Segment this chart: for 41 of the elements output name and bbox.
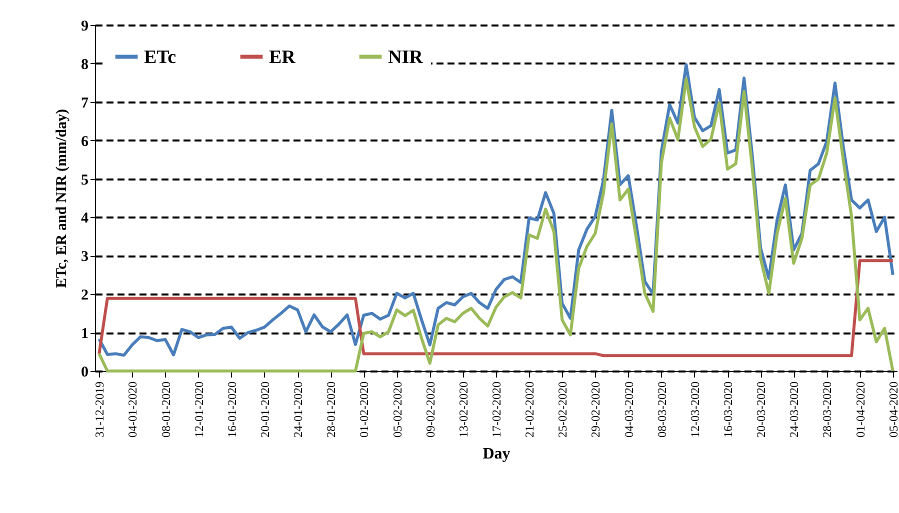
x-tick-label: 13-02-2020 [456,382,470,438]
x-tick-label: 28-03-2020 [820,382,834,438]
x-tick-label: 08-01-2020 [158,382,173,438]
x-tick-label: 24-01-2020 [291,382,306,438]
y-tick-label: 7 [81,95,89,112]
x-tick-label: 20-01-2020 [258,382,272,438]
legend-label: ER [269,46,296,68]
x-tick-label: 08-03-2020 [654,382,669,438]
y-tick-label: 6 [81,134,89,150]
x-tick-label: 05-04-2020 [886,382,899,438]
x-tick-label: 20-03-2020 [754,382,768,438]
x-tick-label: 25-02-2020 [556,382,570,438]
legend-label: ETc [144,46,176,68]
x-axis-title: Day [482,445,510,462]
x-tick-label: 12-03-2020 [688,382,702,438]
x-tick-label: 01-04-2020 [853,382,868,438]
x-tick-label: 21-02-2020 [522,382,537,438]
x-tick-label: 24-03-2020 [787,382,802,438]
x-tick-label: 12-01-2020 [192,382,206,438]
x-tick-label: 17-02-2020 [490,382,504,438]
x-tick-label: 04-01-2020 [126,382,140,438]
y-tick-label: 4 [81,210,89,227]
y-tick-label: 0 [81,364,88,380]
x-tick-label: 04-03-2020 [622,382,636,438]
y-tick-label: 8 [81,56,88,73]
y-tick-label: 2 [81,288,88,304]
x-tick-label: 29-02-2020 [588,382,603,438]
line-series [98,259,894,358]
x-tick-label: 16-01-2020 [224,382,239,438]
x-tick-label: 31-12-2019 [92,382,107,438]
x-tick-label: 28-01-2020 [324,382,338,438]
y-axis-title: ETc, ER and NIR (mm/day) [54,108,70,288]
x-tick-label: 01-02-2020 [357,382,372,438]
x-tick-label: 09-02-2020 [423,382,438,438]
y-tick-label: 3 [81,249,88,266]
y-tick-label: 1 [81,326,88,342]
legend-label: NIR [388,46,424,68]
y-tick-label: 9 [81,18,88,34]
x-tick-label: 05-02-2020 [390,382,404,438]
y-tick-label: 5 [81,172,88,188]
x-tick-label: 16-03-2020 [721,382,736,438]
